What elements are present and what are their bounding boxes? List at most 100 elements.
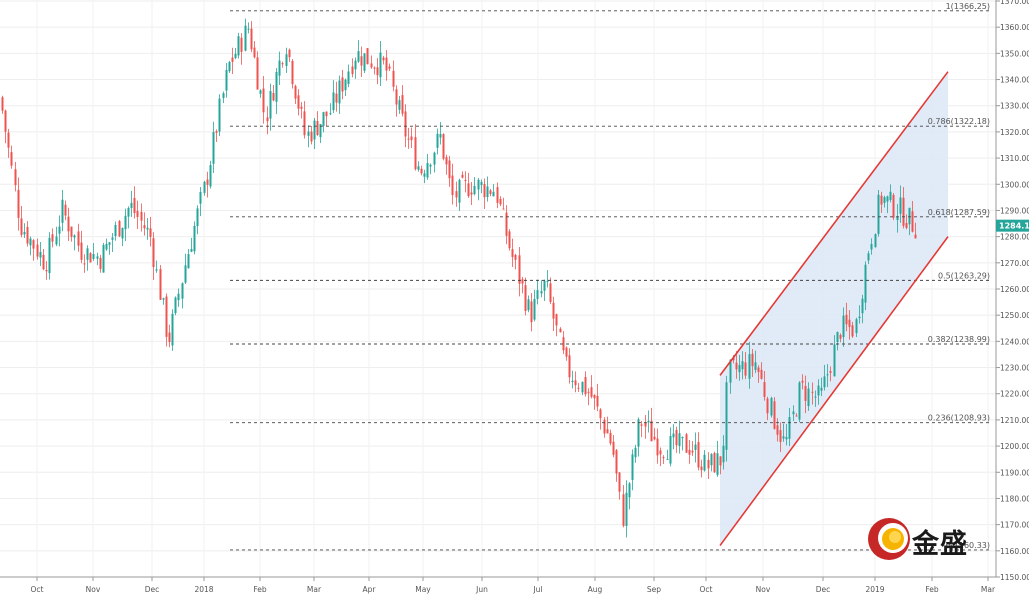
candle-body: [499, 198, 502, 205]
candle-body: [325, 111, 328, 117]
x-tick-label: May: [415, 585, 431, 594]
candle-body: [672, 433, 675, 438]
candle-body: [647, 420, 650, 423]
candle-body: [851, 325, 854, 337]
candle-body: [379, 52, 382, 78]
candle-body: [722, 445, 725, 463]
y-tick-label: 1350.00: [1000, 49, 1029, 58]
candle-body: [146, 227, 149, 230]
last-price-badge: [996, 219, 1029, 232]
candle-body: [73, 235, 76, 238]
x-tick-label: Mar: [307, 585, 322, 594]
candle-body: [858, 316, 861, 319]
candle-body: [568, 355, 571, 378]
candle-body: [51, 234, 54, 242]
candle-body: [442, 134, 445, 159]
candle-body: [707, 459, 710, 469]
candle-body: [127, 207, 130, 217]
candle-body: [64, 204, 67, 216]
y-tick-label: 1270.00: [1000, 259, 1029, 268]
y-axis: 1370.00 1360.00 1350.00 1340.00 1330.00 1320.…: [995, 0, 1029, 582]
y-tick-label: 1300.00: [1000, 180, 1029, 189]
candle-body: [404, 111, 407, 137]
candle-body: [272, 93, 275, 101]
candle-body: [105, 243, 108, 250]
candle-body: [637, 419, 640, 447]
candle-body: [344, 79, 347, 91]
candle-body: [480, 182, 483, 185]
candle-body: [184, 265, 187, 283]
candle-body: [555, 314, 558, 326]
candle-body: [514, 254, 517, 260]
candle-body: [152, 238, 155, 267]
candle-body: [615, 450, 618, 474]
candle-body: [540, 291, 543, 294]
candle-body: [162, 298, 165, 300]
candle-body: [612, 441, 615, 455]
candle-body: [332, 92, 335, 111]
y-tick-label: 1190.00: [1000, 468, 1029, 477]
candle-body: [795, 415, 798, 417]
candle-body: [505, 212, 508, 236]
candle-body: [725, 382, 728, 450]
candle-body: [839, 334, 842, 339]
candle-body: [429, 164, 432, 167]
candle-body: [99, 257, 102, 269]
candle-body: [467, 183, 470, 197]
candle-body: [880, 195, 883, 205]
x-tick-label: Mar: [981, 585, 996, 594]
candle-body: [10, 152, 13, 166]
y-tick-label: 1280.00: [1000, 233, 1029, 242]
candle-body: [108, 242, 111, 245]
candle-body: [288, 49, 291, 58]
candle-body: [716, 453, 719, 475]
candle-body: [96, 256, 99, 259]
candle-body: [502, 208, 505, 210]
candle-body: [518, 255, 521, 284]
candle-body: [363, 53, 366, 71]
candle-body: [118, 221, 121, 237]
candle-body: [656, 438, 659, 456]
candle-body: [892, 194, 895, 218]
candle-body: [445, 157, 448, 165]
x-tick-label: 2018: [194, 585, 213, 594]
candle-body: [628, 483, 631, 498]
y-tick-label: 1160.00: [1000, 547, 1029, 556]
candle-body: [218, 98, 221, 132]
y-tick-label: 1360.00: [1000, 23, 1029, 32]
candle-body: [32, 240, 35, 249]
candle-body: [817, 385, 820, 396]
candle-body: [511, 249, 514, 257]
candle-body: [874, 234, 877, 248]
candle-body: [700, 466, 703, 471]
candle-body: [407, 138, 410, 140]
candle-body: [908, 207, 911, 225]
candle-body: [675, 429, 678, 446]
channel-upper-line: [719, 71, 949, 376]
candle-body: [486, 186, 489, 197]
y-tick-label: 1370.00: [1000, 0, 1029, 6]
candle-body: [577, 387, 580, 389]
candle-body: [451, 175, 454, 196]
candle-body: [392, 70, 395, 87]
fib-level-label: 0.382(1238.99): [928, 335, 990, 344]
y-tick-label: 1170.00: [1000, 521, 1029, 530]
channel-lower-line: [719, 236, 949, 547]
candle-body: [385, 57, 388, 71]
candle-body: [414, 137, 417, 170]
candle-body: [130, 202, 133, 208]
x-tick-label: Nov: [756, 585, 771, 594]
candle-body: [625, 492, 628, 526]
candle-body: [300, 106, 303, 109]
candle-body: [833, 344, 836, 377]
candle-body: [240, 37, 243, 52]
candle-body: [269, 91, 272, 119]
candle-body: [67, 216, 70, 232]
candle-body: [788, 417, 791, 439]
candle-body: [133, 197, 136, 214]
candle-body: [29, 238, 32, 246]
candle-body: [738, 365, 741, 373]
candle-body: [666, 458, 669, 460]
candle-body: [165, 296, 168, 337]
candle-body: [190, 249, 193, 252]
